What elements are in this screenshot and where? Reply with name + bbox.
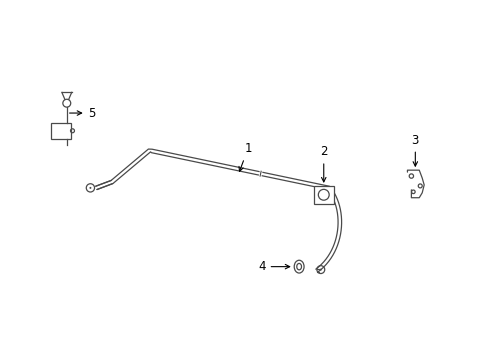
Text: 2: 2 xyxy=(319,145,327,182)
Ellipse shape xyxy=(294,260,304,273)
Text: 1: 1 xyxy=(239,143,251,171)
Text: 4: 4 xyxy=(258,260,289,273)
Bar xyxy=(313,186,333,204)
Text: 5: 5 xyxy=(69,107,96,120)
Bar xyxy=(51,123,71,139)
Text: 3: 3 xyxy=(411,134,418,166)
Circle shape xyxy=(89,187,91,189)
Circle shape xyxy=(319,269,321,271)
